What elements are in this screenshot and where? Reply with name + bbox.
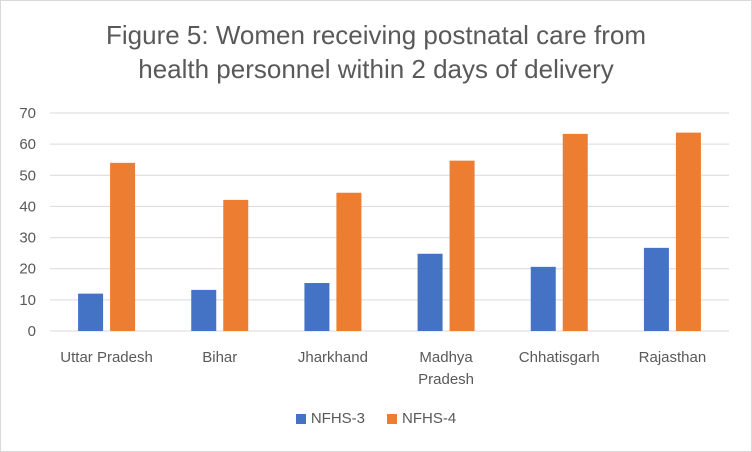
legend-swatch-nfhs3 [295, 413, 306, 424]
y-tick-label: 40 [19, 198, 36, 215]
bar-nfhs-3 [530, 266, 556, 331]
y-tick-label: 30 [19, 230, 36, 247]
y-tick-label: 60 [19, 136, 36, 153]
legend: NFHS-3 NFHS-4 [0, 410, 752, 427]
bar-nfhs-3 [304, 283, 330, 331]
legend-item-nfhs3: NFHS-3 [295, 410, 365, 427]
x-tick-label: Chhatisgarh [519, 349, 600, 366]
legend-label-nfhs4: NFHS-4 [402, 410, 457, 427]
bar-nfhs-4 [110, 162, 136, 331]
x-tick-label: Pradesh [418, 371, 474, 388]
bar-nfhs-4 [675, 132, 701, 331]
x-tick-label: Bihar [202, 349, 237, 366]
y-tick-label: 70 [19, 105, 36, 122]
legend-swatch-nfhs4 [387, 413, 397, 424]
bar-nfhs-3 [191, 289, 217, 331]
chart-title-line-1: Figure 5: Women receiving postnatal care… [106, 20, 646, 50]
y-tick-label: 50 [19, 167, 36, 184]
x-tick-label: Uttar Pradesh [60, 349, 153, 366]
chart-title-line-2: health personnel within 2 days of delive… [138, 54, 614, 84]
legend-label-nfhs3: NFHS-3 [310, 410, 365, 427]
y-tick-label: 10 [19, 292, 36, 309]
x-tick-label: Jharkhand [298, 349, 368, 366]
y-tick-label: 20 [19, 261, 36, 278]
bar-nfhs-4 [449, 160, 475, 331]
bar-nfhs-3 [417, 253, 443, 331]
bar-nfhs-4 [336, 192, 362, 331]
chart-title: Figure 5: Women receiving postnatal care… [0, 18, 752, 86]
x-tick-label: Madhya [419, 349, 473, 366]
bar-nfhs-4 [223, 199, 249, 331]
y-tick-label: 0 [28, 323, 36, 340]
legend-item-nfhs4: NFHS-4 [387, 410, 456, 427]
bar-nfhs-4 [562, 133, 588, 331]
bar-nfhs-3 [643, 247, 669, 331]
bar-nfhs-3 [78, 293, 104, 331]
x-tick-label: Rajasthan [639, 349, 707, 366]
